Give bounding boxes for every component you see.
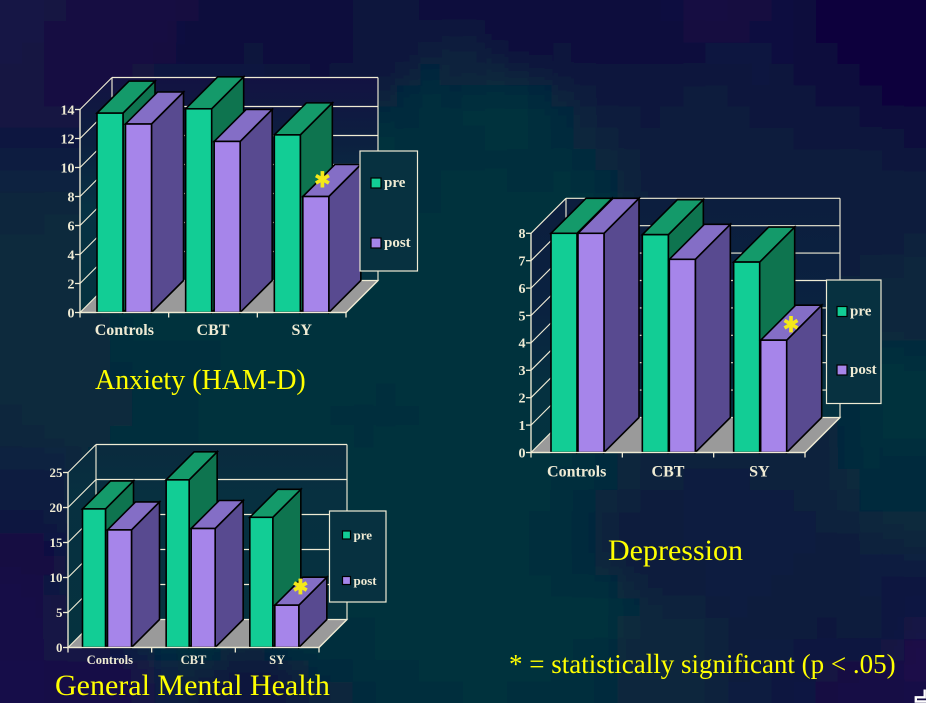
svg-text:5: 5 <box>56 605 63 620</box>
svg-text:15: 15 <box>50 535 64 550</box>
svg-text:7: 7 <box>519 254 526 269</box>
svg-text:4: 4 <box>68 248 75 263</box>
svg-text:Controls: Controls <box>547 464 606 481</box>
svg-text:2: 2 <box>519 391 526 406</box>
svg-text:post: post <box>850 362 877 378</box>
svg-text:SY: SY <box>269 653 285 667</box>
svg-text:post: post <box>384 235 411 251</box>
svg-text:20: 20 <box>50 500 63 515</box>
svg-text:General Mental Health: General Mental Health <box>55 669 330 702</box>
svg-text:CBT: CBT <box>652 464 685 481</box>
svg-text:2: 2 <box>68 277 75 292</box>
svg-text:12: 12 <box>61 132 75 147</box>
svg-text:6: 6 <box>519 282 526 297</box>
svg-text:1: 1 <box>519 419 526 434</box>
svg-text:SY: SY <box>291 322 312 339</box>
svg-text:0: 0 <box>56 640 63 655</box>
svg-text:Anxiety (HAM-D): Anxiety (HAM-D) <box>95 365 306 396</box>
svg-text:8: 8 <box>68 190 75 205</box>
svg-text:4: 4 <box>519 337 526 352</box>
svg-text:* = statistically significant: * = statistically significant (p < .05) <box>509 649 896 679</box>
svg-text:pre: pre <box>850 304 872 320</box>
svg-text:SY: SY <box>749 464 770 481</box>
svg-text:pre: pre <box>384 175 406 191</box>
svg-text:Controls: Controls <box>95 322 154 339</box>
svg-text:CBT: CBT <box>181 653 207 667</box>
svg-text:10: 10 <box>61 161 75 176</box>
svg-text:8: 8 <box>519 227 526 242</box>
svg-text:pre: pre <box>354 528 373 543</box>
svg-text:5: 5 <box>519 309 526 324</box>
svg-text:10: 10 <box>50 570 63 585</box>
svg-text:0: 0 <box>519 446 526 461</box>
svg-text:CBT: CBT <box>197 322 230 339</box>
svg-text:post: post <box>354 573 378 588</box>
svg-text:6: 6 <box>68 219 75 234</box>
svg-text:Depression: Depression <box>608 534 743 567</box>
svg-text:Controls: Controls <box>87 653 133 667</box>
svg-text:3: 3 <box>519 364 526 379</box>
svg-text:25: 25 <box>50 465 64 480</box>
svg-text:14: 14 <box>61 103 75 118</box>
svg-text:0: 0 <box>68 306 75 321</box>
